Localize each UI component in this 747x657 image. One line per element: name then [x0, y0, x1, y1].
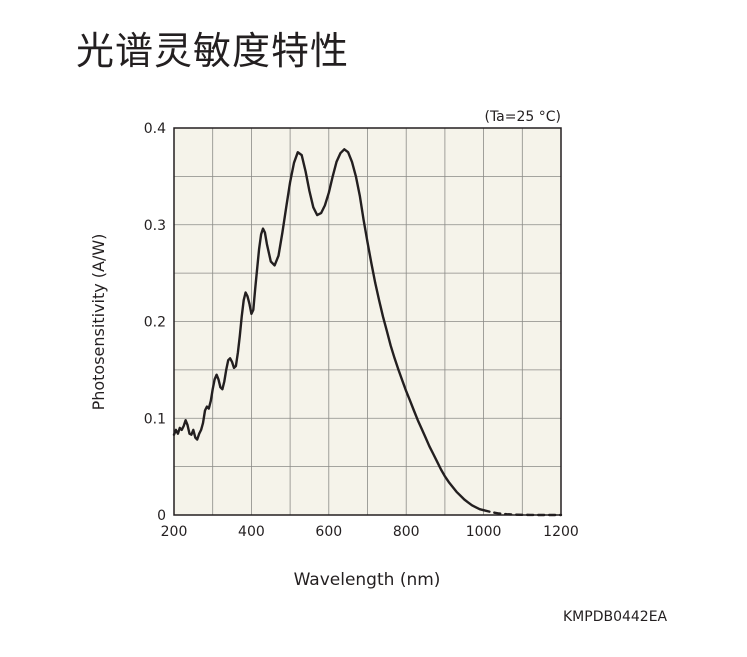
y-axis-label: Photosensitivity (A/W) [89, 234, 108, 411]
x-tick-label: 1000 [466, 524, 502, 540]
grid-lines [174, 128, 561, 515]
y-tick-label: 0.2 [144, 315, 166, 331]
plot-frame [173, 127, 562, 516]
x-axis-ticks: 200 400 600 800 1000 1200 [161, 524, 579, 540]
y-tick-label: 0 [157, 508, 166, 524]
y-tick-label: 0.3 [144, 218, 166, 234]
x-tick-label: 1200 [543, 524, 579, 540]
figure-code: KMPDB0442EA [563, 609, 668, 625]
x-tick-label: 800 [393, 524, 420, 540]
x-tick-label: 600 [315, 524, 342, 540]
y-tick-label: 0.1 [144, 411, 166, 427]
measurement-condition: (Ta=25 °C) [484, 109, 561, 125]
series-line-solid [172, 148, 485, 512]
x-axis-label: Wavelength (nm) [294, 570, 441, 590]
x-tick-label: 200 [161, 524, 188, 540]
y-tick-label: 0.4 [144, 121, 166, 137]
page-title: 光谱灵敏度特性 [76, 29, 350, 73]
x-tick-label: 400 [238, 524, 265, 540]
y-axis-ticks: 0 0.1 0.2 0.3 0.4 [144, 121, 166, 524]
